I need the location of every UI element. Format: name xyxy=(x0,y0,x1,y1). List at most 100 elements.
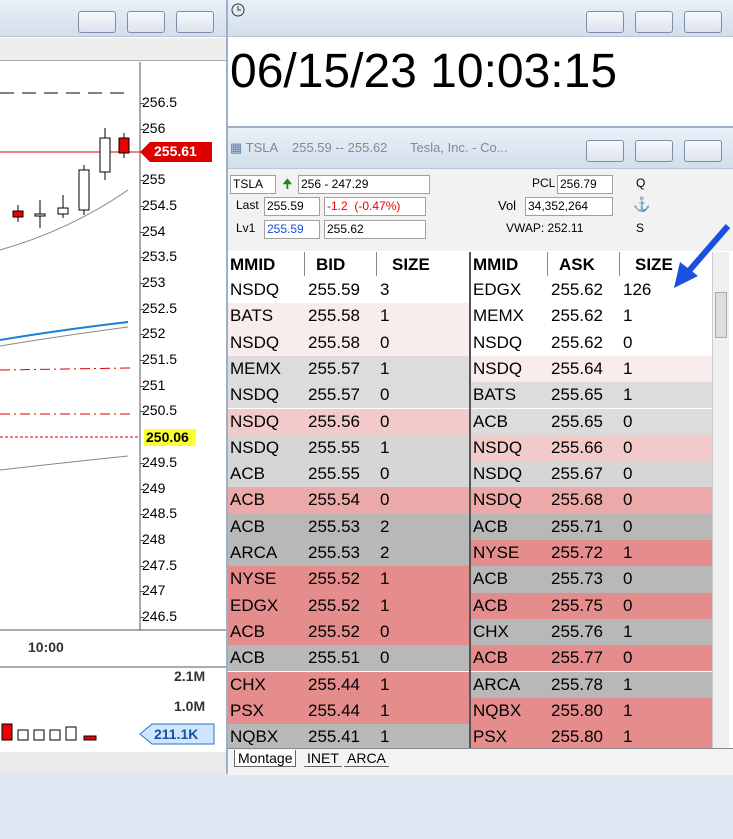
average-line xyxy=(0,321,129,341)
vwap-badge: 250.06 xyxy=(146,429,189,445)
volume-label: 2.1M xyxy=(174,668,206,684)
pcl-field: 256.79 xyxy=(557,175,613,194)
column-header: MMID xyxy=(473,255,519,274)
symbol-input[interactable]: TSLA xyxy=(230,175,276,194)
price-tick xyxy=(140,514,144,516)
book-size: 0 xyxy=(380,464,390,484)
price-label: 247.5 xyxy=(142,556,178,573)
book-row: CHX 255.44 1 xyxy=(228,671,469,698)
price-label: 255 xyxy=(142,171,166,188)
book-size: 0 xyxy=(380,621,390,641)
price-label: 246.5 xyxy=(142,608,178,624)
book-mmid: NSDQ xyxy=(473,358,523,378)
up-arrow: 🠉 xyxy=(282,176,293,191)
book-mmid: NSDQ xyxy=(230,280,280,299)
book-mmid: PSX xyxy=(230,700,265,720)
band-line xyxy=(0,455,129,471)
book-row: NQBX 255.41 1 xyxy=(228,724,469,748)
price-label: 254.5 xyxy=(142,196,178,213)
header-divider xyxy=(619,252,620,276)
scrollbar xyxy=(0,752,226,774)
book-row: NSDQ 255.57 0 xyxy=(228,382,469,409)
book-price: 255.75 xyxy=(551,595,603,615)
close-button[interactable] xyxy=(684,11,722,33)
maximize-button[interactable] xyxy=(635,140,673,162)
book-price: 255.52 xyxy=(308,595,360,615)
price-label: 251.5 xyxy=(142,351,178,367)
scroll-thumb[interactable] xyxy=(715,292,727,338)
book-price: 255.62 xyxy=(551,332,603,352)
book-mmid: ACB xyxy=(230,464,265,484)
scrollbar xyxy=(712,252,729,748)
last-badge: 255.61 xyxy=(154,143,197,159)
book-price: 255.64 xyxy=(551,358,603,378)
price-tick xyxy=(140,128,144,130)
book-price: 255.57 xyxy=(308,385,360,405)
book-size: 1 xyxy=(623,674,633,694)
book-price: 255.80 xyxy=(551,700,603,720)
title-quote: 255.59 -- 255.62 xyxy=(292,140,388,155)
minimize-button[interactable] xyxy=(586,140,624,162)
anchor-icon: ⚓ xyxy=(633,196,651,212)
price-label: 247 xyxy=(142,582,166,599)
close-button[interactable] xyxy=(684,140,722,162)
tab[interactable]: Montage xyxy=(234,750,297,767)
header-divider xyxy=(547,252,548,276)
toolbar xyxy=(0,38,226,61)
title-symbol: ▦ TSLA xyxy=(230,140,279,155)
tab[interactable]: INET xyxy=(304,750,342,767)
book-size: 1 xyxy=(380,674,390,694)
book-price: 255.52 xyxy=(308,569,360,589)
pointer-arrow xyxy=(674,224,731,288)
book-price: 255.53 xyxy=(308,516,360,536)
book-row: EDGX 255.52 1 xyxy=(228,592,469,619)
volume-badge-bg xyxy=(139,723,215,745)
book-mmid: NSDQ xyxy=(230,437,280,457)
price-tick xyxy=(140,231,144,233)
book-row: ACB 255.51 0 xyxy=(228,645,469,672)
book-mmid: NSDQ xyxy=(473,490,523,510)
book-row: ACB 255.53 2 xyxy=(228,513,469,540)
book-mmid: ACB xyxy=(473,516,508,536)
price-tick xyxy=(140,205,144,207)
minimize-button[interactable] xyxy=(586,11,624,33)
book-row: NQBX 255.80 1 xyxy=(471,697,712,725)
tab[interactable]: ARCA xyxy=(344,750,389,767)
book-row: ACB 255.73 0 xyxy=(471,566,712,593)
book-mmid: ARCA xyxy=(230,543,278,562)
book-price: 255.41 xyxy=(308,727,360,747)
header-divider xyxy=(304,252,305,276)
change-field: -1.2 (-0.47%) xyxy=(324,197,426,216)
book-size: 3 xyxy=(380,280,390,299)
average-line xyxy=(0,326,129,347)
book-mmid: MEMX xyxy=(230,358,281,378)
book-size: 0 xyxy=(623,411,633,431)
price-label: 251 xyxy=(142,376,166,393)
book-price: 255.58 xyxy=(308,306,360,326)
book-price: 255.62 xyxy=(551,280,603,299)
minimize-button[interactable] xyxy=(78,11,116,33)
book-size: 1 xyxy=(380,437,390,457)
clock-time: 06/15/23 10:03:15 xyxy=(230,45,618,98)
book-row: NYSE 255.72 1 xyxy=(471,540,712,567)
close-button[interactable] xyxy=(176,11,214,33)
maximize-button[interactable] xyxy=(127,11,165,33)
candles xyxy=(12,128,130,228)
book-row: ACB 255.77 0 xyxy=(471,645,712,672)
book-mmid: NSDQ xyxy=(230,385,280,405)
book-row: BATS 255.58 1 xyxy=(228,303,469,330)
volume-bars xyxy=(1,723,97,741)
book-size: 0 xyxy=(623,595,633,615)
book-mmid: ACB xyxy=(473,648,508,668)
book-size: 0 xyxy=(623,490,633,510)
level-line xyxy=(0,367,131,371)
book-price: 255.44 xyxy=(308,674,360,694)
title-name: Tesla, Inc. - Co... xyxy=(410,140,508,155)
price-label: 253.5 xyxy=(142,248,178,265)
book-row: NSDQ 255.62 0 xyxy=(471,329,712,356)
maximize-button[interactable] xyxy=(635,11,673,33)
book-size: 1 xyxy=(623,700,633,720)
book-price: 255.71 xyxy=(551,516,603,536)
price-label: 252.5 xyxy=(142,299,178,316)
book-row: NSDQ 255.68 0 xyxy=(471,487,712,514)
